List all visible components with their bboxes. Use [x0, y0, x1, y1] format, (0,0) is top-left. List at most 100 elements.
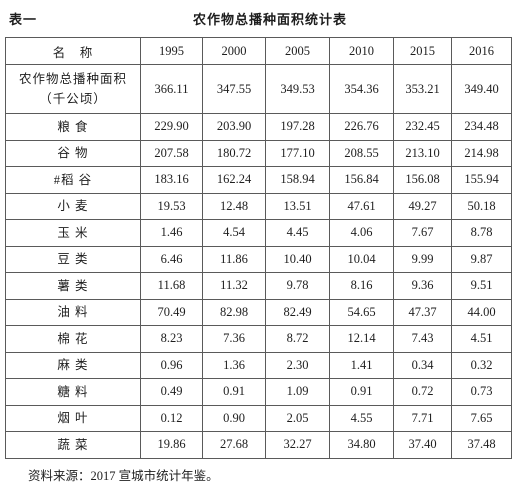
- value-cell: 2.30: [265, 351, 330, 379]
- value-cell: 7.67: [393, 219, 452, 247]
- column-header-year: 2016: [451, 37, 512, 65]
- value-cell: 47.37: [393, 298, 452, 326]
- row-name-cell: 棉 花: [5, 325, 141, 353]
- row-name-cell: 糖 料: [5, 378, 141, 406]
- value-cell: 234.48: [451, 113, 512, 141]
- value-cell: 0.32: [451, 351, 512, 379]
- value-cell: 8.16: [329, 272, 394, 300]
- row-name: 麻 类: [57, 358, 89, 373]
- value-cell: 13.51: [265, 192, 330, 220]
- value-cell: 353.21: [393, 64, 452, 114]
- value-cell: 349.40: [451, 64, 512, 114]
- value-cell: 0.90: [202, 404, 266, 432]
- value-cell: 70.49: [140, 298, 203, 326]
- value-cell: 156.08: [393, 166, 452, 194]
- value-cell: 10.40: [265, 245, 330, 273]
- source-note: 资料来源：2017 宣城市统计年鉴。: [28, 469, 219, 483]
- value-cell: 1.41: [329, 351, 394, 379]
- row-name-cell: 薯 类: [5, 272, 141, 300]
- value-cell: 9.51: [451, 272, 512, 300]
- value-cell: 8.23: [140, 325, 203, 353]
- value-cell: 9.78: [265, 272, 330, 300]
- value-cell: 207.58: [140, 139, 203, 167]
- value-cell: 37.40: [393, 431, 452, 459]
- table-number-label: 表一: [9, 12, 38, 27]
- row-name-cell: 麻 类: [5, 351, 141, 379]
- row-name: 棉 花: [57, 331, 89, 346]
- value-cell: 82.98: [202, 298, 266, 326]
- value-cell: 47.61: [329, 192, 394, 220]
- value-cell: 183.16: [140, 166, 203, 194]
- row-name: 小 麦: [57, 199, 89, 214]
- row-name-cell: 豆 类: [5, 245, 141, 273]
- value-cell: 8.72: [265, 325, 330, 353]
- value-cell: 229.90: [140, 113, 203, 141]
- row-name: 烟 叶: [57, 411, 89, 426]
- value-cell: 10.04: [329, 245, 394, 273]
- table-row: 小 麦 19.53 12.48 13.51 47.61 49.27 50.18: [5, 192, 512, 220]
- table-body: 农作物总播种面积 （千公顷） 366.11 347.55 349.53 354.36 353…: [5, 64, 512, 459]
- table-row: 豆 类 6.46 11.86 10.40 10.04 9.99 9.87: [5, 245, 512, 273]
- value-cell: 32.27: [265, 431, 330, 459]
- value-cell: 7.65: [451, 404, 512, 432]
- value-cell: 6.46: [140, 245, 203, 273]
- value-cell: 0.72: [393, 378, 452, 406]
- value-cell: 2.05: [265, 404, 330, 432]
- value-cell: 0.96: [140, 351, 203, 379]
- header-row: 名 称 1995 2000 2005 2010 2015 2016: [5, 37, 512, 65]
- value-cell: 4.45: [265, 219, 330, 247]
- value-cell: 7.71: [393, 404, 452, 432]
- value-cell: 226.76: [329, 113, 394, 141]
- row-name-cell: 油 料: [5, 298, 141, 326]
- value-cell: 19.53: [140, 192, 203, 220]
- value-cell: 4.54: [202, 219, 266, 247]
- table-row: 烟 叶 0.12 0.90 2.05 4.55 7.71 7.65: [5, 404, 512, 432]
- row-name-cell: 谷 物: [5, 139, 141, 167]
- value-cell: 213.10: [393, 139, 452, 167]
- table-row: 麻 类 0.96 1.36 2.30 1.41 0.34 0.32: [5, 351, 512, 379]
- row-name: 蔬 菜: [57, 437, 89, 452]
- row-name: 薯 类: [57, 278, 89, 293]
- row-name: 农作物总播种面积: [18, 72, 127, 86]
- value-cell: 208.55: [329, 139, 394, 167]
- value-cell: 34.80: [329, 431, 394, 459]
- value-cell: 162.24: [202, 166, 266, 194]
- value-cell: 177.10: [265, 139, 330, 167]
- value-cell: 197.28: [265, 113, 330, 141]
- column-header-name: 名 称: [5, 37, 141, 65]
- value-cell: 9.36: [393, 272, 452, 300]
- crop-area-table: 名 称 1995 2000 2005 2010 2015 2016 农作物总播种…: [5, 37, 512, 459]
- value-cell: 4.51: [451, 325, 512, 353]
- value-cell: 155.94: [451, 166, 512, 194]
- value-cell: 19.86: [140, 431, 203, 459]
- value-cell: 1.09: [265, 378, 330, 406]
- row-name: 油 料: [57, 305, 89, 320]
- value-cell: 9.99: [393, 245, 452, 273]
- value-cell: 82.49: [265, 298, 330, 326]
- row-name: #稻 谷: [53, 172, 93, 187]
- table-row: 油 料 70.49 82.98 82.49 54.65 47.37 44.00: [5, 298, 512, 326]
- value-cell: 158.94: [265, 166, 330, 194]
- row-unit: （千公顷）: [39, 92, 107, 106]
- column-header-year: 2005: [265, 37, 330, 65]
- value-cell: 7.43: [393, 325, 452, 353]
- value-cell: 12.14: [329, 325, 394, 353]
- value-cell: 349.53: [265, 64, 330, 114]
- row-name-cell: 玉 米: [5, 219, 141, 247]
- value-cell: 4.06: [329, 219, 394, 247]
- value-cell: 180.72: [202, 139, 266, 167]
- table-header: 名 称 1995 2000 2005 2010 2015 2016: [5, 37, 512, 65]
- row-name-cell: 小 麦: [5, 192, 141, 220]
- table-title: 农作物总播种面积统计表: [192, 12, 347, 27]
- value-cell: 49.27: [393, 192, 452, 220]
- column-header-year: 2015: [393, 37, 452, 65]
- table-row: 农作物总播种面积 （千公顷） 366.11 347.55 349.53 354.36 353…: [5, 64, 512, 114]
- table-row: 糖 料 0.49 0.91 1.09 0.91 0.72 0.73: [5, 378, 512, 406]
- value-cell: 44.00: [451, 298, 512, 326]
- value-cell: 214.98: [451, 139, 512, 167]
- row-name-cell: 粮 食: [5, 113, 141, 141]
- table-row: 棉 花 8.23 7.36 8.72 12.14 7.43 4.51: [5, 325, 512, 353]
- value-cell: 0.34: [393, 351, 452, 379]
- value-cell: 232.45: [393, 113, 452, 141]
